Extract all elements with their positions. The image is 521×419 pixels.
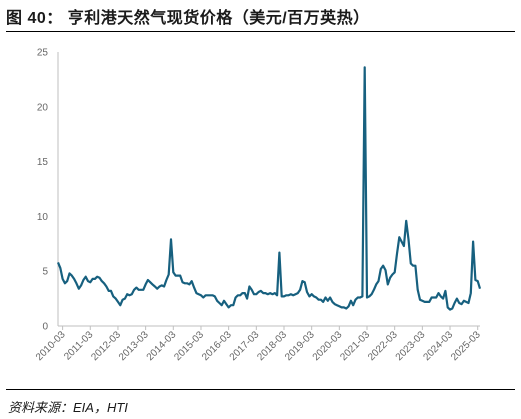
y-tick-label: 25	[37, 48, 49, 59]
x-tick-label: 2025-03	[449, 329, 483, 363]
y-tick-label: 0	[42, 322, 48, 333]
x-tick-label: 2024-03	[421, 329, 455, 363]
x-tick-label: 2021-03	[338, 329, 372, 363]
x-tick-label: 2014-03	[145, 329, 179, 363]
x-tick-label: 2022-03	[366, 329, 400, 363]
x-tick-label: 2019-03	[283, 329, 317, 363]
x-tick-label: 2016-03	[200, 329, 234, 363]
y-tick-label: 15	[37, 157, 49, 168]
x-tick-label: 2023-03	[394, 329, 428, 363]
y-tick-label: 5	[42, 267, 48, 278]
source-divider	[6, 389, 515, 390]
y-tick-label: 20	[37, 102, 49, 113]
x-tick-label: 2012-03	[89, 329, 123, 363]
y-tick-labels: 0 5 10 15 20 25	[37, 48, 49, 333]
x-tick-label: 2017-03	[228, 329, 262, 363]
source-note: 资料来源：EIA，HTI	[8, 400, 128, 415]
x-tick-labels: 2010-032011-032012-032013-032014-032015-…	[34, 326, 483, 363]
x-tick-label: 2010-03	[34, 329, 68, 363]
y-tick-label: 10	[37, 212, 49, 223]
x-tick-label: 2015-03	[172, 329, 206, 363]
x-tick-label: 2013-03	[117, 329, 151, 363]
x-tick-label: 2020-03	[311, 329, 345, 363]
page-title: 图 40： 亨利港天然气现货价格（美元/百万英热）	[6, 10, 370, 27]
series-line	[56, 66, 482, 311]
title-divider	[6, 31, 515, 32]
x-tick-label: 2018-03	[255, 329, 289, 363]
